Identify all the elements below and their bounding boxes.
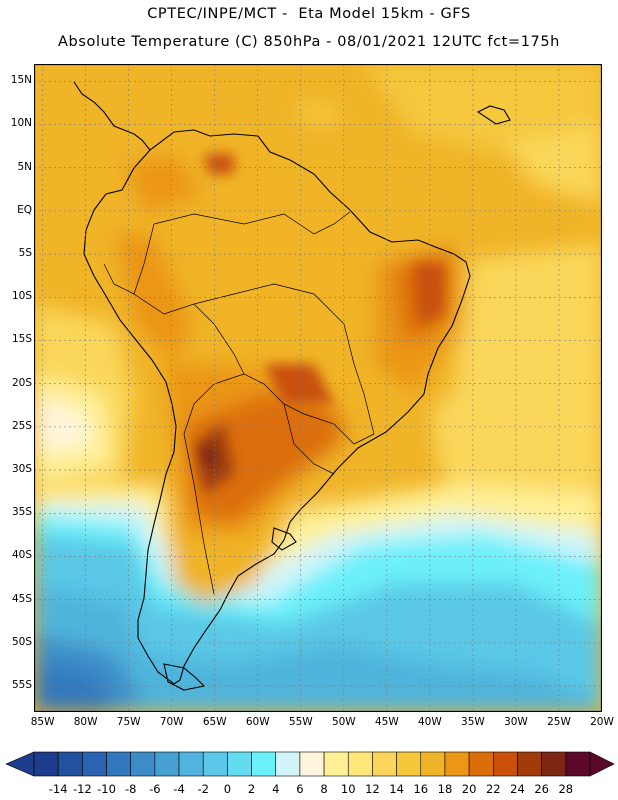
colorbar-label: 8 [320, 782, 328, 796]
lon-tick-label: 20W [590, 716, 614, 728]
colorbar-arrow-high [589, 751, 615, 777]
lat-tick-label: 55S [11, 679, 32, 692]
colorbar-swatch [130, 751, 156, 777]
colorbar-swatch [517, 751, 542, 777]
lat-tick-label: 25S [11, 419, 32, 432]
colorbar-label: -2 [197, 782, 209, 796]
lat-tick-label: 20S [11, 376, 32, 389]
colorbar-label: 0 [223, 782, 232, 796]
colorbar-swatch [106, 751, 131, 777]
lon-tick-label: 25W [547, 716, 571, 728]
colorbar-swatch [33, 751, 59, 777]
colorbar-swatch [493, 751, 518, 777]
chart-title-line2: Absolute Temperature (C) 850hPa - 08/01/… [58, 34, 560, 50]
colorbar-swatch [251, 751, 277, 777]
colorbar-label: 26 [534, 782, 549, 796]
lon-tick-label: 80W [73, 716, 98, 728]
colorbar-swatch [420, 751, 446, 777]
colorbar-swatch [347, 751, 373, 777]
gridlines [34, 64, 602, 712]
colorbar-label: -10 [97, 782, 116, 796]
colorbar-swatch [323, 751, 349, 777]
lat-tick-label: 10S [11, 290, 32, 303]
colorbar-label: 28 [558, 782, 574, 796]
lon-tick-label: 65W [202, 716, 227, 728]
colorbar-swatch [178, 751, 204, 777]
lat-tick-label: 5S [18, 247, 32, 260]
lat-tick-label: 15S [11, 333, 32, 346]
chart-title-line1: CPTEC/INPE/MCT - Eta Model 15km - GFS [147, 6, 471, 22]
colorbar-swatch [565, 751, 591, 777]
lat-tick-label: 35S [11, 506, 32, 519]
lon-tick-label: 35W [461, 716, 485, 728]
temperature-map [34, 64, 602, 712]
colorbar-label: 10 [340, 782, 356, 796]
lat-tick-label: 50S [11, 635, 32, 648]
lon-tick-label: 75W [116, 716, 141, 728]
colorbar [5, 751, 615, 777]
colorbar-swatch [82, 751, 107, 777]
colorbar-swatch [299, 751, 325, 777]
colorbar-label: -4 [173, 782, 185, 796]
colorbar-label: 22 [485, 782, 501, 796]
colorbar-swatch [202, 751, 228, 777]
colorbar-label: 24 [510, 782, 525, 796]
lon-tick-label: 30W [504, 716, 528, 728]
colorbar-label: -14 [48, 782, 68, 796]
lat-tick-label: 10N [10, 117, 32, 130]
colorbar-swatch [468, 751, 494, 777]
colorbar-label: 14 [389, 782, 404, 796]
lat-tick-label: 15N [10, 74, 32, 87]
colorbar-label: 2 [247, 782, 256, 796]
colorbar-label: 16 [413, 782, 429, 796]
colorbar-swatch [57, 751, 83, 777]
colorbar-swatch [275, 751, 301, 777]
colorbar-arrow-low [5, 751, 35, 777]
lon-tick-label: 50W [331, 716, 356, 728]
colorbar-label: -8 [124, 782, 137, 796]
lon-tick-label: 85W [30, 716, 55, 728]
colorbar-swatch [396, 751, 422, 777]
lat-tick-label: 30S [11, 463, 32, 476]
lon-tick-label: 60W [245, 716, 270, 728]
lon-tick-label: 55W [288, 716, 313, 728]
colorbar-label: 20 [461, 782, 477, 796]
lon-tick-label: 45W [374, 716, 399, 728]
colorbar-swatch [444, 751, 470, 777]
colorbar-swatch [154, 751, 180, 777]
colorbar-label: 12 [365, 782, 380, 796]
colorbar-swatch [372, 751, 397, 777]
colorbar-label: 18 [437, 782, 453, 796]
colorbar-label: 6 [296, 782, 304, 796]
colorbar-swatch [227, 751, 252, 777]
map-frame [34, 64, 602, 712]
lon-tick-label: 40W [418, 716, 442, 728]
lat-tick-label: 5N [17, 160, 32, 173]
lon-tick-label: 70W [159, 716, 184, 728]
colorbar-label: -12 [72, 782, 92, 796]
lat-tick-label: 45S [11, 592, 32, 605]
lat-tick-label: EQ [17, 203, 32, 216]
colorbar-label: 4 [272, 782, 280, 796]
colorbar-swatch [541, 751, 567, 777]
colorbar-label: -6 [149, 782, 161, 796]
country-borders [103, 211, 375, 595]
lat-tick-label: 40S [11, 549, 32, 562]
